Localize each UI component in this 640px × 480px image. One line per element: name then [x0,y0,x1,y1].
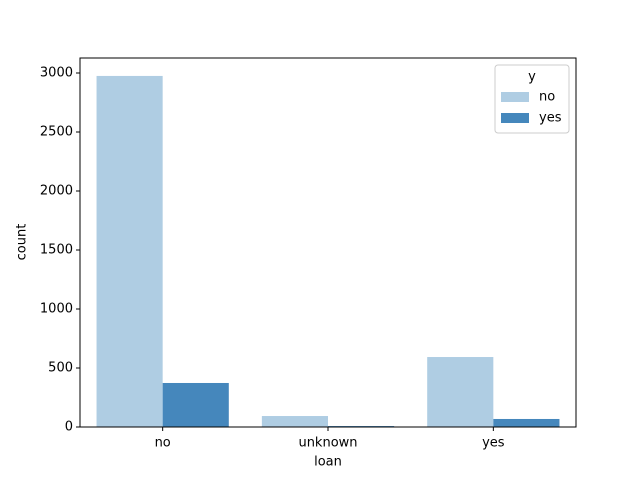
x-tick-label: no [155,436,171,451]
y-tick-label: 0 [65,420,73,435]
bar [261,416,328,427]
y-tick-label: 1000 [40,301,73,316]
y-tick-label: 2000 [40,183,73,198]
bar [493,418,560,427]
y-axis-label: count [15,224,30,261]
legend-title: y [528,70,536,85]
y-tick-label: 3000 [40,65,73,80]
x-tick-label: yes [482,436,505,451]
legend-swatch [501,113,529,123]
x-axis-label: loan [314,455,342,470]
bar [96,75,163,428]
y-tick-label: 1500 [40,242,73,257]
legend-label: yes [539,111,562,126]
legend-label: no [539,90,555,105]
bar [162,382,229,427]
axes-frame [79,57,577,428]
bar [427,357,494,427]
legend-swatch [501,92,529,102]
y-tick-label: 500 [48,360,73,375]
x-tick-label: unknown [298,436,357,451]
y-tick-label: 2500 [40,124,73,139]
